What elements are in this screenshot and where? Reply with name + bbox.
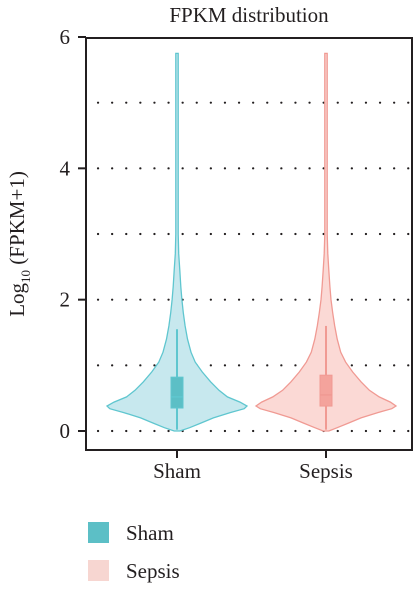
y-axis-label-log: Log — [5, 282, 29, 316]
y-axis-label-subscript: 10 — [18, 270, 33, 283]
y-tick-label: 2 — [60, 288, 71, 312]
box — [319, 374, 333, 407]
y-tick-label: 0 — [60, 419, 71, 443]
legend-swatch — [88, 560, 109, 581]
gridlines — [96, 101, 412, 433]
chart-title: FPKM distribution — [169, 3, 329, 27]
legend-label: Sepsis — [126, 559, 180, 583]
violin-body — [105, 52, 249, 432]
violins — [105, 52, 398, 432]
y-tick-label: 6 — [60, 25, 71, 49]
legend: Sham Sepsis — [88, 521, 180, 583]
x-axis-ticks: Sham Sepsis — [153, 450, 353, 483]
y-axis-ticks: 0 2 4 6 — [60, 25, 86, 443]
y-axis-label-rest: (FPKM+1) — [5, 171, 29, 270]
x-tick-label: Sham — [153, 459, 201, 483]
y-axis-label: Log10 (FPKM+1) — [5, 171, 33, 317]
legend-label: Sham — [126, 521, 174, 545]
violin-body — [254, 52, 398, 432]
box — [170, 376, 184, 409]
plot-frame — [85, 37, 413, 451]
x-tick-label: Sepsis — [299, 459, 353, 483]
y-tick-label: 4 — [60, 156, 71, 180]
legend-swatch — [88, 522, 109, 543]
svg-text:Log10 (FPKM+1): Log10 (FPKM+1) — [5, 171, 33, 317]
